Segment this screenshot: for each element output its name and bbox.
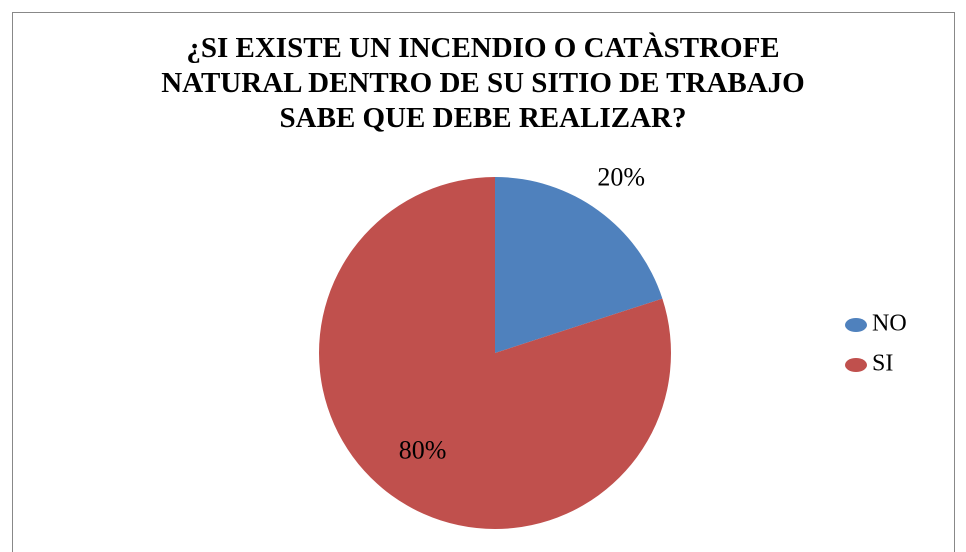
- data-label: 20%: [597, 162, 645, 191]
- legend-marker: [845, 358, 867, 372]
- pie-slice: [319, 177, 671, 529]
- legend-marker: [845, 318, 867, 332]
- data-label: 80%: [399, 436, 447, 465]
- pie-slice: [495, 177, 663, 353]
- legend-label: SI: [872, 351, 893, 377]
- legend-label: NO: [872, 311, 907, 337]
- chart-title: ¿SI EXISTE UN INCENDIO O CATÀSTROFE NATUR…: [161, 31, 805, 134]
